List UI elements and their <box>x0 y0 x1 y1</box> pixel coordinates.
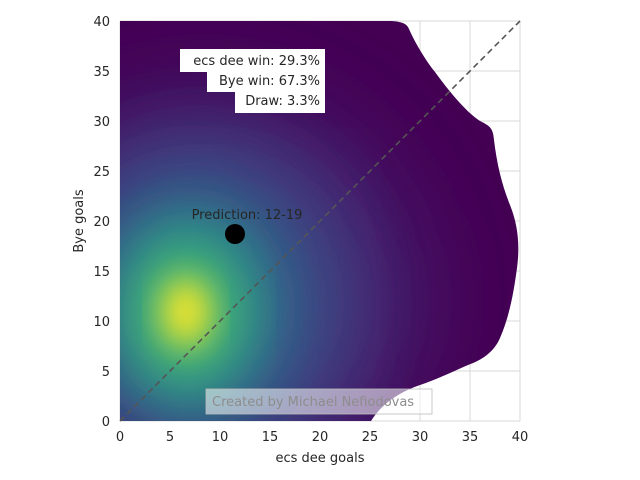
y-tick-label: 5 <box>102 365 110 380</box>
x-tick-label: 35 <box>462 430 479 445</box>
x-tick-label: 30 <box>412 430 429 445</box>
x-tick-label: 15 <box>262 430 279 445</box>
x-tick-label: 5 <box>166 430 174 445</box>
x-tick-label: 0 <box>116 430 124 445</box>
prediction-label: Prediction: 12-19 <box>192 208 303 223</box>
credit-watermark: Created by Michael Nefiodovas <box>205 388 433 415</box>
y-tick-label: 10 <box>93 315 110 330</box>
x-tick-label: 10 <box>212 430 229 445</box>
x-axis-label: ecs dee goals <box>276 451 365 466</box>
diagonal-reference-line <box>119 20 521 422</box>
y-tick-label: 40 <box>93 15 110 30</box>
x-tick-label: 40 <box>512 430 529 445</box>
y-tick-label: 30 <box>93 115 110 130</box>
outcome-stats-box: ecs dee win: 29.3% Bye win: 67.3% Draw: … <box>180 49 325 113</box>
y-axis-ticks: 0 5 10 15 20 25 30 35 40 <box>93 15 110 430</box>
x-axis-ticks: 0 5 10 15 20 25 30 35 40 <box>116 430 528 445</box>
y-tick-label: 0 <box>102 415 110 430</box>
credit-text: Created by Michael Nefiodovas <box>212 395 414 410</box>
y-axis-label: Bye goals <box>72 189 87 253</box>
y-tick-label: 25 <box>93 165 110 180</box>
y-tick-label: 20 <box>93 215 110 230</box>
stat-team2-win: Bye win: 67.3% <box>219 74 320 89</box>
prediction-point <box>225 224 245 244</box>
stat-team1-win: ecs dee win: 29.3% <box>193 54 320 69</box>
y-tick-label: 35 <box>93 65 110 80</box>
x-tick-label: 20 <box>312 430 329 445</box>
x-tick-label: 25 <box>362 430 379 445</box>
y-tick-label: 15 <box>93 265 110 280</box>
stat-draw: Draw: 3.3% <box>245 94 320 109</box>
